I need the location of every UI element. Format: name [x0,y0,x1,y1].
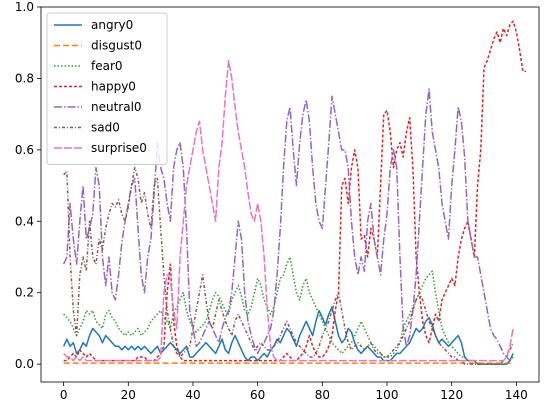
legend-label-surprise0: surprise0 [91,141,147,155]
y-tick-label: 0.2 [15,286,34,300]
legend-label-fear0: fear0 [91,59,123,73]
y-tick-label: 0.6 [15,143,34,157]
x-tick-label: 140 [505,388,528,402]
x-tick-label: 80 [315,388,330,402]
y-tick-label: 0.8 [15,71,34,85]
legend-label-sad0: sad0 [91,121,120,135]
x-tick-label: 20 [121,388,136,402]
legend-label-neutral0: neutral0 [91,100,142,114]
series-line-neutral0 [62,88,514,362]
x-axis: 0 20 40 60 80 100 120 140 [60,382,528,402]
series-line-sad0 [63,166,514,365]
y-tick-label: 0.0 [15,357,34,371]
y-tick-label: 1.0 [15,0,34,14]
y-tick-label: 0.4 [15,214,34,228]
legend-label-angry0: angry0 [91,18,133,32]
plot-frame [40,6,540,383]
x-tick-label: 100 [376,388,399,402]
series-layer [62,20,527,365]
legend-label-happy0: happy0 [91,80,136,94]
x-tick-label: 40 [185,388,200,402]
legend-label-disgust0: disgust0 [91,39,142,53]
series-line-surprise0 [63,59,514,362]
legend: angry0 disgust0 fear0 happy0 neutral0 sad0 sur… [46,12,168,165]
y-axis: 0.0 0.2 0.4 0.6 0.8 1.0 [15,0,41,371]
x-tick-label: 0 [60,388,68,402]
x-tick-label: 60 [250,388,265,402]
legend-box [46,12,168,165]
x-tick-label: 120 [440,388,463,402]
